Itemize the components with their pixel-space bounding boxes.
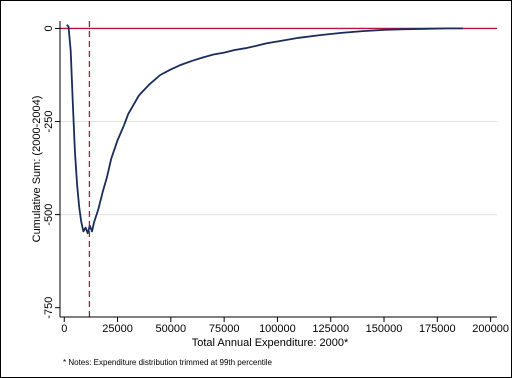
x-tick-label: 100000 xyxy=(259,323,296,335)
x-axis-title: Total Annual Expenditure: 2000* xyxy=(192,337,349,349)
y-tick-label: 0 xyxy=(43,25,55,31)
x-tick-label: 75000 xyxy=(209,323,240,335)
plot-area xyxy=(60,21,497,317)
x-tick-label: 175000 xyxy=(419,323,456,335)
x-tick-label: 50000 xyxy=(156,323,187,335)
y-tick-label: -750 xyxy=(43,297,55,319)
x-tick-label: 200000 xyxy=(472,323,509,335)
y-axis-title: Cumulative Sum: (2000-2004) xyxy=(31,96,43,243)
x-tick-label: 125000 xyxy=(312,323,349,335)
axis-layer xyxy=(59,21,497,318)
x-tick-label: 0 xyxy=(61,323,67,335)
x-tick-label: 150000 xyxy=(366,323,403,335)
tick-layer: 0 25000 50000 75000 100000 125000 150000 175000… xyxy=(43,25,509,335)
chart-note: * Notes: Expenditure distribution trimme… xyxy=(63,358,273,367)
grid-layer xyxy=(60,121,497,216)
cumulative-sum-line xyxy=(66,24,463,235)
y-tick-label: -250 xyxy=(43,111,55,133)
x-tick-label: 25000 xyxy=(102,323,133,335)
series-layer xyxy=(66,24,463,235)
y-tick-label: -500 xyxy=(43,204,55,226)
